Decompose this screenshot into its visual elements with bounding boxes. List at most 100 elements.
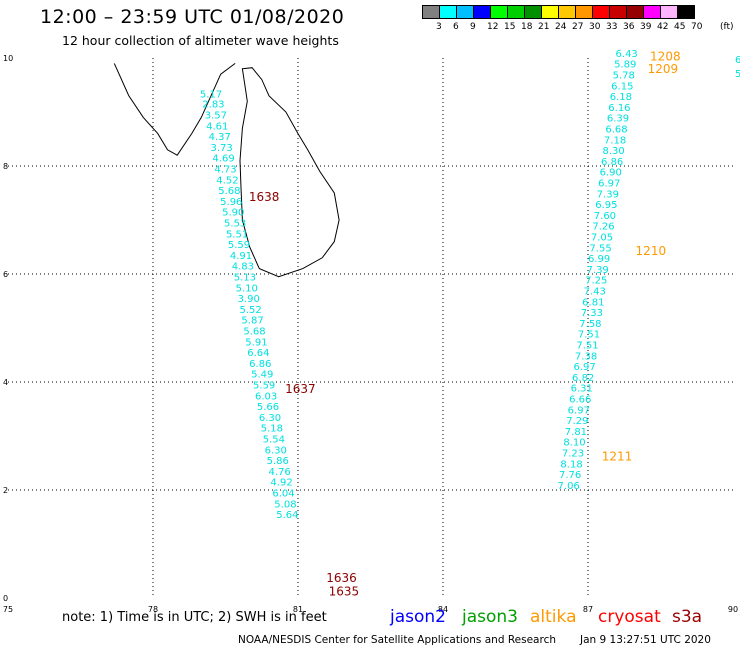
wave-height-label: 6.66: [569, 395, 591, 406]
pass-time-label: 1636: [326, 571, 357, 585]
wave-height-label: 6.15: [611, 81, 633, 92]
wave-height-label: 7.05: [591, 233, 613, 244]
wave-height-label: 7.58: [579, 319, 601, 330]
pass-time-label: 1637: [285, 382, 316, 396]
wave-height-label: 7.81: [565, 427, 587, 438]
wave-height-label: 3.73: [211, 143, 233, 154]
wave-height-label: 5.90: [222, 208, 244, 219]
wave-height-label: 5.59: [253, 380, 275, 391]
wave-height-label: 7.33: [581, 308, 603, 319]
wave-height-label: 5.68: [243, 326, 265, 337]
color-scale: [422, 5, 695, 21]
pass-time-label: 1210: [636, 244, 667, 258]
lat-tick-label: 10: [3, 54, 13, 63]
wave-height-label: 5.86: [267, 456, 289, 467]
wave-height-label: 7.23: [562, 449, 584, 460]
wave-height-label: 3.90: [238, 294, 260, 305]
wave-height-label: 4.52: [216, 175, 238, 186]
wave-height-label: 5.49: [251, 370, 273, 381]
wave-height-label: 6.86: [601, 157, 623, 168]
wave-height-label: 7.06: [558, 481, 580, 492]
scale-label: 70: [691, 22, 703, 32]
lat-tick-label: 4: [3, 378, 8, 387]
scale-label: 33: [606, 22, 618, 32]
lat-tick-label: 8: [3, 162, 8, 171]
wave-height-label: 7.25: [585, 276, 607, 287]
wave-height-label: 6.99: [588, 254, 610, 265]
scale-label: 27: [572, 22, 584, 32]
wave-height-label: 4.61: [206, 121, 228, 132]
wave-height-label: 7.39: [597, 189, 619, 200]
wave-height-label: 6.43: [616, 49, 638, 60]
wave-height-label: 5.66: [257, 402, 279, 413]
wave-height-label: 6.04: [272, 488, 294, 499]
scale-label: 9: [470, 22, 476, 32]
lon-tick-label: 78: [148, 605, 158, 614]
satellite-jason2: jason2: [390, 607, 446, 627]
scale-label: 30: [589, 22, 601, 32]
wave-height-label: 4.37: [209, 132, 231, 143]
wave-height-label: 4.91: [230, 251, 252, 262]
wave-height-label: 5.54: [263, 434, 285, 445]
wave-height-label: 8.30: [602, 146, 624, 157]
wave-height-label: 6.68: [605, 125, 627, 136]
wave-height-label: 5.08: [274, 499, 296, 510]
wave-height-label: 4.83: [232, 262, 254, 273]
wave-height-label: 7.26: [592, 222, 614, 233]
wave-height-label: 6.30: [265, 445, 287, 456]
wave-height-label: 6.03: [255, 391, 277, 402]
wave-height-label: 7.38: [575, 351, 597, 362]
wave-height-label: 7.43: [584, 287, 606, 298]
sri-lanka-coastline: [239, 67, 340, 278]
india-coastline: [113, 62, 236, 156]
wave-height-label: 5.53: [224, 218, 246, 229]
wave-height-label: 6.97: [568, 405, 590, 416]
pass-time-label: 1209: [648, 62, 679, 76]
pass-time-label: 1208: [650, 50, 681, 64]
pass-time-label: 1211: [602, 449, 633, 463]
wave-height-label: 6.82: [572, 373, 594, 384]
edge-value-label: 6.: [735, 55, 740, 66]
scale-label: 21: [538, 22, 550, 32]
wave-height-label: 4.92: [270, 478, 292, 489]
scale-swatch: [677, 5, 695, 19]
wave-height-label: 5.68: [218, 186, 240, 197]
map-title: 12:00 – 23:59 UTC 01/08/2020: [40, 6, 345, 28]
edge-value-label: 5.: [735, 69, 740, 80]
scale-label: 42: [657, 22, 669, 32]
wave-height-label: 6.31: [571, 384, 593, 395]
wave-height-label: 5.91: [245, 337, 267, 348]
wave-height-label: 5.18: [261, 424, 283, 435]
wave-height-label: 6.30: [259, 413, 281, 424]
wave-height-label: 8.10: [563, 438, 585, 449]
lon-tick-label: 90: [728, 605, 738, 614]
wave-height-label: 5.13: [234, 272, 256, 283]
wave-height-label: 6.90: [600, 168, 622, 179]
wave-height-label: 5.89: [614, 60, 636, 71]
satellite-jason3: jason3: [462, 607, 518, 627]
wave-height-label: 7.51: [576, 341, 598, 352]
wave-height-label: 6.95: [595, 200, 617, 211]
satellite-s3a: s3a: [672, 607, 703, 627]
scale-unit: (ft): [720, 22, 734, 32]
map-subtitle: 12 hour collection of altimeter wave hei…: [62, 33, 339, 48]
satellite-cryosat: cryosat: [598, 607, 661, 627]
wave-height-label: 7.39: [587, 265, 609, 276]
lon-tick-label: 87: [583, 605, 593, 614]
satellite-altika: altika: [530, 607, 577, 627]
scale-label: 18: [521, 22, 533, 32]
wave-height-label: 7.29: [566, 416, 588, 427]
wave-height-label: 7.76: [559, 470, 581, 481]
wave-height-label: 7.60: [594, 211, 616, 222]
wave-height-label: 7.55: [589, 243, 611, 254]
wave-height-label: 5.64: [276, 510, 298, 521]
wave-height-label: 8.18: [560, 459, 582, 470]
lon-tick-label: 84: [438, 605, 448, 614]
scale-label: 36: [623, 22, 635, 32]
scale-label: 39: [640, 22, 652, 32]
wave-height-label: 5.10: [236, 283, 258, 294]
lat-tick-label: 2: [3, 486, 8, 495]
wave-height-label: 7.51: [578, 330, 600, 341]
wave-height-label: 2.83: [202, 100, 224, 111]
